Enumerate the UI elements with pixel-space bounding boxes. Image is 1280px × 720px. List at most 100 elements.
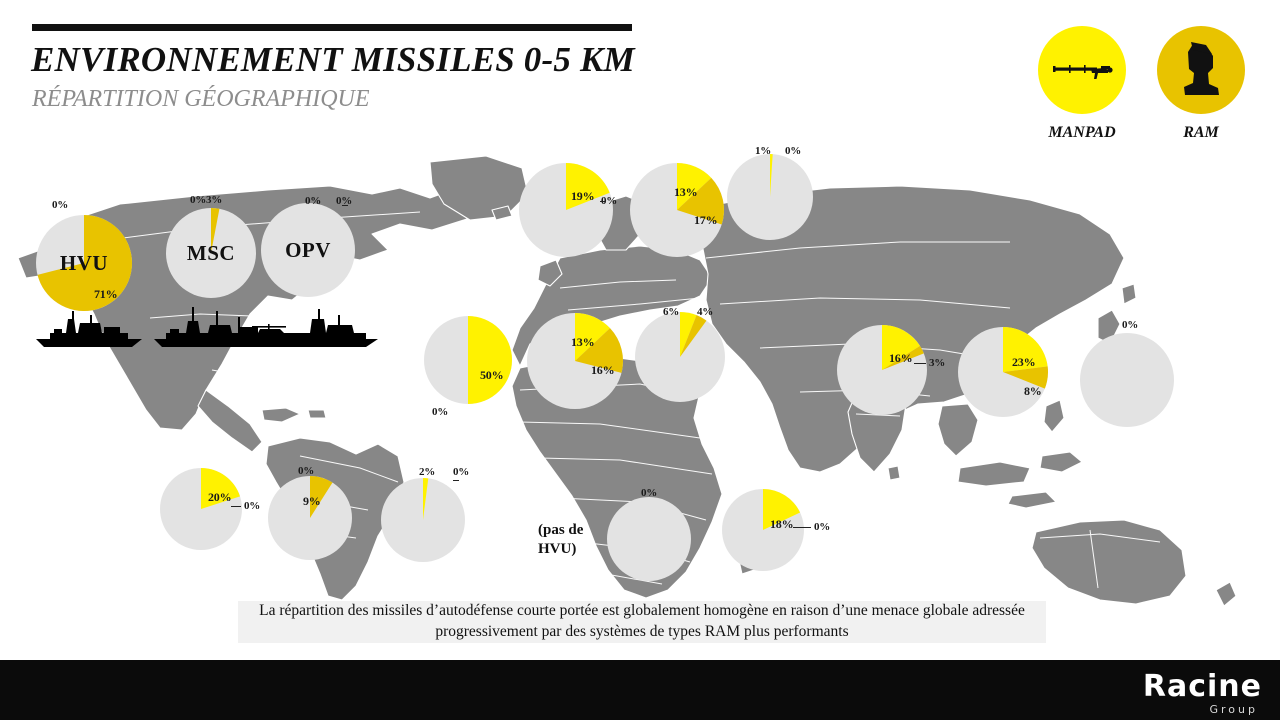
pie-indian-ocean-svg xyxy=(722,489,804,571)
ship-silhouettes-svg xyxy=(36,307,378,347)
legend-label-manpad: MANPAD xyxy=(1048,124,1116,141)
pie-south-africa-value-manpad: 0% xyxy=(641,487,658,499)
pie-indian-ocean-leader-line xyxy=(792,527,811,528)
pie-southern-cone-value-ram: 0% xyxy=(453,466,470,478)
pie-middle-east-svg xyxy=(635,312,725,402)
pie-remainder-slice xyxy=(1080,333,1174,427)
caption-banner: La répartition des missiles d’autodéfens… xyxy=(238,601,1046,643)
pie-russia-value-ram: 0% xyxy=(785,145,802,157)
pie-slice-manpad xyxy=(680,312,697,357)
manpad-legend-disc xyxy=(1038,26,1126,114)
pie-chart-russia: 1% 0% xyxy=(727,145,813,240)
pie-slice-ram xyxy=(677,177,724,225)
ram-legend-disc xyxy=(1157,26,1245,114)
brand-logo: Racine Group xyxy=(1142,669,1262,717)
pie-chart-hvu: HVU 0% 71% xyxy=(36,199,132,311)
pie-chart-indian-ocean: 18% 0% xyxy=(722,489,830,571)
pie-slice-ram xyxy=(310,476,333,518)
pie-southern-cone-svg xyxy=(381,478,465,562)
pie-slice-ram xyxy=(211,208,220,253)
pie-chart-east-asia: 16% 3% xyxy=(837,325,945,415)
pie-caribbean-value-manpad: 20% xyxy=(208,490,232,504)
logo-main-text: Racine xyxy=(1142,669,1262,704)
pie-caribbean-leader-line xyxy=(230,506,241,507)
pie-chart-middle-east: 6% 4% xyxy=(635,306,725,402)
pie-north-europe-value-ram: 0% xyxy=(601,195,618,207)
legend-item-ram: RAM xyxy=(1157,26,1245,142)
pie-brazil-svg xyxy=(268,476,352,560)
pie-middle-east-value-manpad: 6% xyxy=(663,306,680,318)
pie-chart-south-africa: 0% xyxy=(607,487,691,581)
ram-turret-icon xyxy=(1184,42,1219,95)
pie-caribbean-svg xyxy=(160,468,242,550)
pie-west-africa-value-ram: 0% xyxy=(432,406,449,418)
pie-southeast-asia-svg xyxy=(958,327,1048,417)
pie-north-europe-svg xyxy=(519,163,613,257)
pie-remainder-slice xyxy=(607,497,691,581)
pie-slice-manpad xyxy=(1003,327,1048,372)
pie-russia-svg xyxy=(727,154,813,240)
frigate-silhouette xyxy=(36,311,142,347)
logo-sub-text: Group xyxy=(1209,703,1258,716)
pie-chart-west-africa: 50% 0% xyxy=(424,316,512,418)
no-hvu-annotation: (pas de HVU) xyxy=(538,522,584,557)
pie-brazil-value-manpad: 0% xyxy=(298,465,315,477)
pie-chart-southeast-asia: 23% 8% xyxy=(958,327,1048,417)
pie-chart-mediterranean: 13% 16% xyxy=(527,313,623,409)
pie-europe-svg xyxy=(630,163,724,257)
footer-bar xyxy=(0,660,1280,720)
pie-mediterranean-value-ram: 16% xyxy=(591,363,615,377)
pie-indian-ocean-value-ram: 0% xyxy=(814,521,831,533)
pie-south-africa-svg xyxy=(607,497,691,581)
pie-southeast-asia-value-manpad: 23% xyxy=(1012,355,1036,369)
pie-slice-manpad xyxy=(763,489,801,530)
pie-msc-svg xyxy=(166,208,256,298)
pie-east-asia-svg xyxy=(837,325,927,415)
pie-remainder-slice xyxy=(261,203,355,297)
pie-southeast-asia-value-ram: 8% xyxy=(1024,384,1042,398)
pie-slice-ram xyxy=(575,328,623,373)
pie-slice-manpad xyxy=(770,154,773,197)
pie-chart-southern-cone: 2% 0% xyxy=(381,466,469,562)
pie-opv-svg xyxy=(261,203,355,297)
pie-europe-value-ram: 17% xyxy=(694,213,718,227)
legend-label-ram: RAM xyxy=(1183,124,1219,141)
pie-hvu-value-manpad: 0% xyxy=(52,199,69,211)
pie-mediterranean-value-manpad: 13% xyxy=(571,335,595,349)
pie-southern-cone-leader-line xyxy=(453,480,460,481)
pie-opv-value-manpad: 0% xyxy=(305,195,322,207)
pie-mediterranean-svg xyxy=(527,313,623,409)
patrol-vessel-silhouette xyxy=(236,309,378,347)
pie-chart-europe: 13% 17% xyxy=(630,163,724,257)
manpad-launcher-icon xyxy=(1053,65,1113,79)
pie-brazil-value-ram: 9% xyxy=(303,494,321,508)
pie-chart-msc: MSC 0% 3% xyxy=(166,194,256,298)
pie-russia-value-manpad: 1% xyxy=(755,145,772,157)
pie-slice-ram xyxy=(1003,366,1048,389)
pie-slice-manpad xyxy=(201,468,240,509)
pie-slice-ram xyxy=(882,345,924,370)
pie-chart-brazil: 0% 9% xyxy=(268,465,352,560)
pie-north-europe-leader-line xyxy=(599,201,606,202)
pie-west-africa-value-manpad: 50% xyxy=(480,368,504,382)
pie-west-africa-svg xyxy=(424,316,512,404)
pie-pacific-svg xyxy=(1080,333,1174,427)
title-rule xyxy=(32,24,632,31)
pie-chart-north-europe: 19% 0% xyxy=(519,163,617,257)
pie-opv-value-ram: 0% xyxy=(336,195,353,207)
pie-chart-opv: OPV 0% 0% xyxy=(261,195,355,297)
pie-slice-manpad xyxy=(575,313,610,361)
pie-middle-east-value-ram: 4% xyxy=(697,306,714,318)
page-subtitle: RÉPARTITION GÉOGRAPHIQUE xyxy=(32,86,370,112)
legend-item-manpad: MANPAD xyxy=(1038,26,1126,142)
pie-slice-manpad xyxy=(423,478,429,520)
ship-silhouettes xyxy=(34,305,384,353)
page-title: ENVIRONNEMENT MISSILES 0-5 KM xyxy=(31,40,635,79)
pie-pacific-value-manpad: 0% xyxy=(1122,319,1139,331)
pie-east-asia-value-ram: 3% xyxy=(929,357,946,369)
pie-slice-manpad xyxy=(677,163,712,210)
pie-slice-manpad xyxy=(566,163,610,210)
pie-msc-value-ram: 3% xyxy=(206,194,223,206)
pie-msc-value-manpad: 0% xyxy=(190,194,207,206)
